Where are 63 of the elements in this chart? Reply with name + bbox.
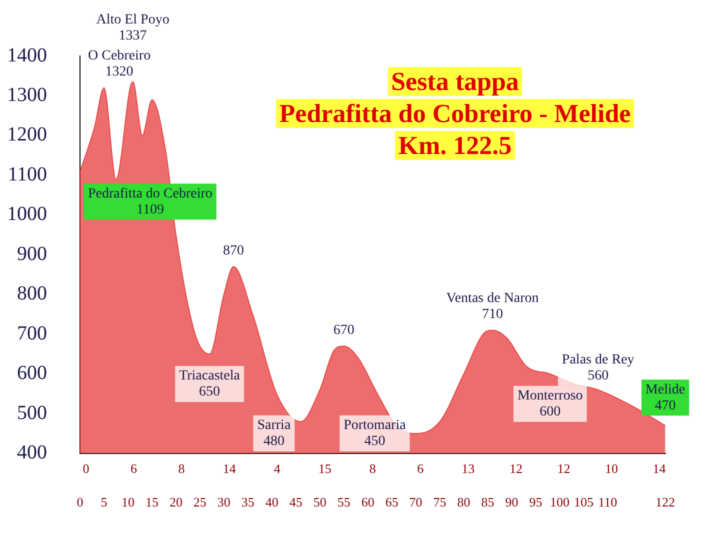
y-tick-label: 700 xyxy=(17,322,47,344)
text: 6 xyxy=(130,460,138,476)
x-tick-label: 30 xyxy=(217,494,230,510)
x-tick-label: 75 xyxy=(433,494,446,510)
x-tick-label: 90 xyxy=(505,494,518,510)
annotation: Alto El Poyo 1337 xyxy=(96,12,170,44)
text: 10 xyxy=(604,460,618,476)
x-tick-label: 5 xyxy=(100,494,108,510)
x-tick-label: 0 xyxy=(76,494,84,510)
y-tick-label: 500 xyxy=(17,402,47,424)
x-tick-label: 65 xyxy=(385,494,398,510)
y-tick-label: 900 xyxy=(17,242,47,265)
x-tick-label: 20 xyxy=(169,494,182,510)
annotation: Sarria 480 xyxy=(257,418,292,450)
y-tick-label: 1400 xyxy=(7,44,47,66)
x-tick-label: 110 xyxy=(598,494,618,510)
annotation: Melide 470 xyxy=(645,382,686,414)
annotation: 670 xyxy=(333,322,354,338)
x-tick-label: 122 xyxy=(656,494,675,510)
y-tick-label: 1000 xyxy=(7,203,47,226)
annotation: Triacastela 650 xyxy=(179,368,241,400)
y-tick-label: 1300 xyxy=(7,84,47,106)
annotation: Pedrafitta do Cebreiro 1109 xyxy=(88,186,212,218)
x-tick-label: 35 xyxy=(241,494,254,510)
x-tick-label: 80 xyxy=(457,494,470,510)
annotation: Palas de Rey 560 xyxy=(562,352,634,384)
text: 8 xyxy=(369,460,376,476)
annotation: O Cebreiro 1320 xyxy=(88,48,151,80)
text: 12 xyxy=(509,460,522,476)
text: 8 xyxy=(178,460,185,476)
text: 0 xyxy=(82,460,90,476)
x-tick-label: 15 xyxy=(145,494,158,510)
x-tick-label: 60 xyxy=(361,494,374,510)
x-tick-label: 105 xyxy=(574,494,594,510)
y-tick-label: 400 xyxy=(17,442,47,464)
x-tick-label: 70 xyxy=(409,494,422,510)
x-tick-label: 55 xyxy=(337,494,350,510)
y-tick-label: 1100 xyxy=(8,163,47,186)
annotation: Monterroso 600 xyxy=(517,388,583,420)
annotation: 870 xyxy=(223,243,244,258)
y-tick-label: 1200 xyxy=(7,124,47,146)
text: 14 xyxy=(222,460,236,476)
annotation: Km. 122.5 xyxy=(395,131,515,160)
x-tick-label: 40 xyxy=(265,494,278,510)
x-tick-label: 10 xyxy=(121,494,134,510)
x-tick-label: 95 xyxy=(529,494,542,510)
text: 14 xyxy=(652,460,666,476)
text: 12 xyxy=(557,460,570,476)
text: Pedrafitta do Cobreiro - Melide xyxy=(276,99,634,128)
y-tick-label: 800 xyxy=(17,282,47,305)
text: 13 xyxy=(462,460,475,476)
text: 6 xyxy=(417,460,424,476)
x-tick-label: 85 xyxy=(481,494,494,510)
x-tick-label: 45 xyxy=(289,494,302,510)
annotation: Ventas de Naron 710 xyxy=(446,290,539,322)
annotation: Portomaria 450 xyxy=(344,418,407,450)
chart-title: Sesta tappa xyxy=(388,67,522,96)
x-tick-label: 100 xyxy=(550,494,570,510)
y-tick-label: 600 xyxy=(17,362,47,384)
x-tick-label: 50 xyxy=(313,494,326,510)
x-tick-label: 25 xyxy=(193,494,206,510)
text: 15 xyxy=(318,460,332,476)
text: 4 xyxy=(274,460,281,476)
